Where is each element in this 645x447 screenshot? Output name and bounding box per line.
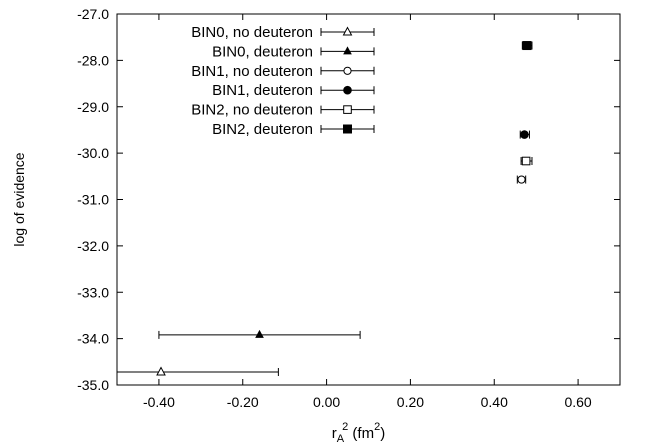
y-axis-label: log of evidence	[11, 152, 27, 246]
marker-triangle	[343, 46, 352, 55]
plot-frame	[116, 13, 621, 386]
legend-label: BIN1, no deuteron	[191, 63, 313, 80]
x-tick-label: -0.40	[143, 394, 175, 410]
y-tick-label: -35.0	[77, 377, 109, 393]
y-tick-label: -32.0	[77, 238, 109, 254]
x-axis-label-subscript: A	[337, 433, 345, 445]
y-tick-label: -34.0	[77, 331, 109, 347]
x-tick-label: 0.00	[313, 394, 340, 410]
x-axis-label-unit-superscript: 2	[374, 421, 380, 433]
y-tick-label: -33.0	[77, 284, 109, 300]
x-tick-label: 0.20	[397, 394, 424, 410]
data-points	[117, 41, 533, 377]
legend-label: BIN0, deuteron	[212, 43, 313, 60]
marker-triangle	[342, 26, 353, 36]
legend: BIN0, no deuteron BIN0, deuteron BIN1, no …	[191, 24, 375, 138]
x-tick-label: 0.40	[481, 394, 508, 410]
x-axis-label: rA2 (fm2)	[332, 421, 385, 445]
x-axis-label-base: r	[332, 425, 337, 442]
y-tick-label: -30.0	[77, 145, 109, 161]
marker-square	[522, 41, 532, 51]
x-axis-label-superscript: 2	[342, 421, 348, 433]
marker-triangle	[255, 329, 264, 338]
tick-labels: -0.40 -0.20 0.00 0.20 0.40 0.60 -27.0 -28.0 -29.…	[77, 6, 592, 410]
x-tick-label: -0.20	[227, 394, 259, 410]
marker-triangle	[156, 366, 166, 376]
marker-square	[343, 124, 352, 134]
x-tick-label: 0.60	[564, 394, 591, 410]
marker-square	[343, 105, 352, 114]
y-tick-label: -29.0	[77, 99, 109, 115]
y-tick-label: -27.0	[77, 6, 109, 22]
legend-label: BIN0, no deuteron	[191, 24, 313, 41]
marker-circle	[343, 85, 352, 95]
marker-circle	[520, 130, 529, 139]
x-axis-label-unit: (fm	[348, 425, 374, 442]
legend-label: BIN1, deuteron	[212, 82, 313, 99]
y-tick-label: -31.0	[77, 192, 109, 208]
legend-label: BIN2, deuteron	[212, 121, 313, 138]
marker-circle	[343, 66, 352, 75]
marker-circle	[517, 175, 526, 184]
legend-label: BIN2, no deuteron	[191, 102, 313, 119]
marker-square	[521, 156, 531, 166]
y-tick-label: -28.0	[77, 52, 109, 68]
x-axis-label-unit-close: )	[380, 425, 385, 442]
